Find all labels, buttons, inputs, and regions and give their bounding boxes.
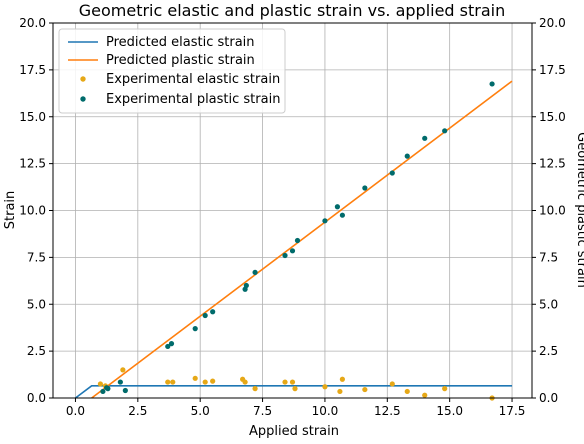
plastic-point	[202, 312, 208, 319]
plastic-point	[322, 218, 328, 224]
y-tick-label: 10.0	[19, 204, 46, 218]
chart-title: Geometric elastic and plastic strain vs.…	[79, 1, 506, 20]
y-tick-label: 20.0	[19, 16, 46, 30]
legend-swatch-plastic-points	[80, 96, 86, 102]
y-right-tick-label: 17.5	[539, 63, 566, 77]
plastic-point	[294, 237, 301, 244]
plastic-point	[362, 185, 368, 191]
elastic-point	[120, 367, 126, 373]
x-tick-label: 17.5	[499, 404, 526, 418]
plastic-point	[168, 341, 175, 347]
y-tick-label: 2.5	[27, 344, 46, 358]
x-tick-label: 7.5	[253, 404, 272, 418]
y-tick-label: 5.0	[27, 297, 46, 311]
elastic-point	[422, 392, 428, 398]
y-tick-label: 17.5	[19, 63, 46, 77]
legend-box	[58, 28, 286, 114]
legend-label-experimental-plastic: Experimental plastic strain	[106, 92, 280, 107]
x-tick-label: 10.0	[312, 404, 339, 418]
y-tick-label: 0.0	[27, 391, 46, 405]
y-tick-label: 15.0	[19, 110, 46, 124]
plastic-point	[252, 269, 258, 275]
plastic-point	[489, 81, 495, 87]
plastic-point	[282, 252, 288, 259]
plot-series	[74, 80, 513, 401]
y-axis-label: Strain	[3, 191, 18, 230]
y-right-tick-label: 12.5	[539, 157, 566, 171]
elastic-point	[322, 384, 328, 390]
elastic-point	[165, 379, 171, 385]
elastic-point	[404, 388, 410, 395]
elastic-point	[292, 386, 298, 392]
elastic-point	[97, 381, 104, 387]
y-right-tick-label: 5.0	[539, 297, 558, 311]
elastic-point	[252, 386, 258, 392]
x-tick-label: 15.0	[436, 404, 463, 418]
plastic-point	[117, 379, 123, 385]
y-right-tick-label: 15.0	[539, 110, 566, 124]
elastic-point	[210, 378, 216, 384]
x-tick-label: 5.0	[191, 404, 210, 418]
y-right-tick-label: 7.5	[539, 250, 558, 264]
plastic-point	[243, 282, 249, 289]
elastic-point	[389, 381, 395, 387]
y-axis-right-label: Geometric plastic strain	[574, 132, 584, 288]
plastic-point	[389, 170, 395, 176]
plastic-point	[334, 204, 341, 210]
predicted-plastic-line	[91, 80, 513, 399]
elastic-point	[242, 379, 248, 385]
legend-label-predicted-elastic: Predicted elastic strain	[106, 35, 255, 50]
elastic-point	[362, 386, 368, 393]
ticks: 0.0 2.5 5.0 7.5 10.0 12.5 15.0 17.5 0.0 0.0 2.5 2.5…	[19, 16, 565, 418]
x-tick-label: 12.5	[374, 404, 401, 418]
legend-swatch-elastic-points	[80, 76, 86, 82]
legend-label-predicted-plastic: Predicted plastic strain	[106, 53, 255, 68]
elastic-point	[170, 379, 176, 385]
plastic-point	[122, 387, 128, 394]
plastic-point	[100, 388, 106, 395]
elastic-point	[339, 376, 345, 382]
plastic-point	[105, 386, 111, 392]
plastic-point	[289, 248, 296, 254]
elastic-point	[289, 379, 296, 385]
plastic-point	[339, 212, 345, 218]
elastic-point	[337, 388, 343, 395]
y-right-tick-label: 0.0	[539, 391, 558, 405]
y-right-tick-label: 2.5	[539, 344, 558, 358]
elastic-point	[202, 379, 208, 385]
plastic-point	[404, 153, 410, 159]
y-tick-label: 12.5	[19, 157, 46, 171]
x-tick-label: 0.0	[66, 404, 85, 418]
predicted-elastic-line	[74, 385, 513, 399]
plastic-point	[442, 128, 448, 134]
legend-label-experimental-elastic: Experimental elastic strain	[106, 72, 280, 87]
x-tick-label: 2.5	[128, 404, 147, 418]
plastic-point	[165, 343, 171, 350]
elastic-point	[282, 379, 288, 385]
plastic-point	[210, 309, 216, 315]
legend: Predicted elastic strain Predicted plast…	[58, 28, 286, 114]
elastic-point	[192, 375, 198, 381]
y-right-tick-label: 20.0	[539, 16, 566, 30]
x-axis-label: Applied strain	[249, 424, 339, 439]
y-tick-label: 7.5	[27, 250, 46, 264]
y-right-tick-label: 10.0	[539, 204, 566, 218]
plastic-point	[192, 326, 198, 332]
plastic-point	[422, 135, 428, 141]
elastic-point	[442, 386, 448, 392]
